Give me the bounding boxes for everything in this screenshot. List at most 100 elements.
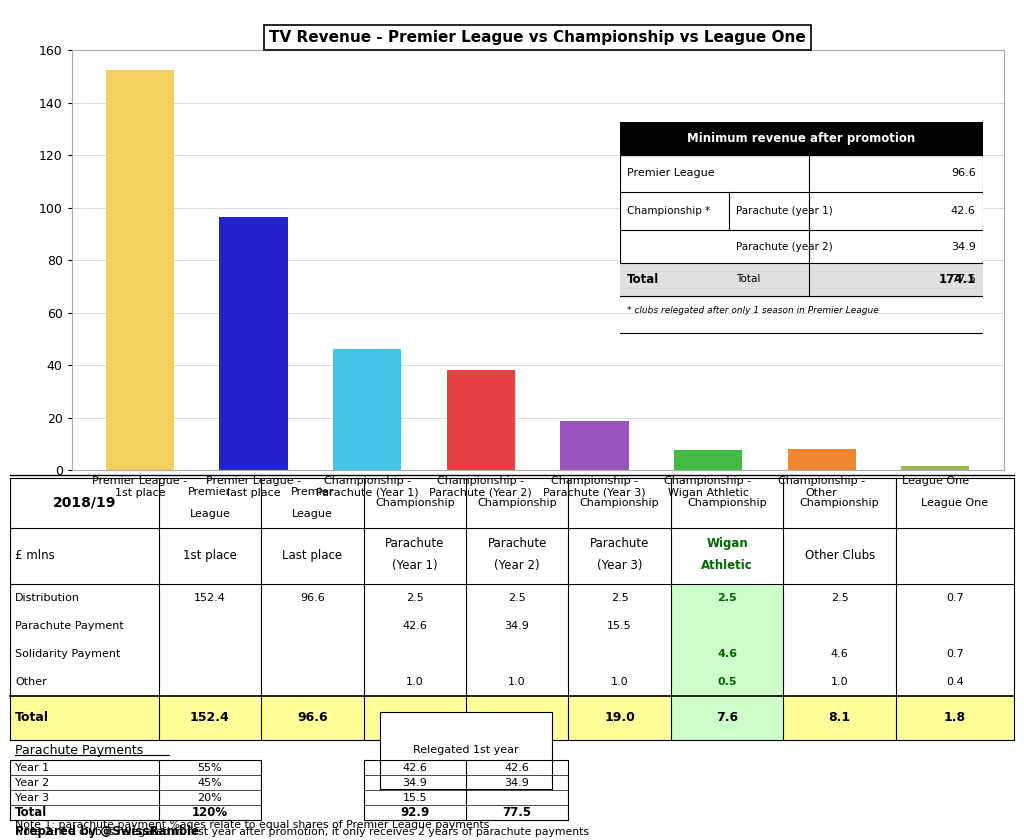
Text: Distribution: Distribution	[15, 593, 80, 603]
Text: 38.4: 38.4	[502, 711, 532, 724]
Text: 42.6: 42.6	[505, 763, 529, 773]
Text: 55%: 55%	[198, 763, 222, 773]
Text: Total: Total	[15, 711, 49, 724]
FancyBboxPatch shape	[620, 122, 983, 155]
Bar	[674, 450, 742, 470]
Text: League: League	[189, 509, 230, 519]
Text: Year 2: Year 2	[15, 778, 49, 788]
Text: Relegated 1st year: Relegated 1st year	[413, 745, 519, 755]
Text: 92.9: 92.9	[400, 806, 429, 819]
Text: Total: Total	[736, 275, 760, 284]
Text: 0.4: 0.4	[946, 677, 964, 687]
Text: Other: Other	[15, 677, 47, 687]
Text: 4.6: 4.6	[830, 648, 849, 659]
Text: £ mlns: £ mlns	[15, 549, 55, 563]
Text: Championship *: Championship *	[627, 207, 710, 216]
Text: 20%: 20%	[198, 793, 222, 802]
Text: Total: Total	[15, 806, 47, 819]
Text: 46.1: 46.1	[399, 711, 430, 724]
Text: 42.6: 42.6	[402, 621, 427, 631]
Text: 7.6: 7.6	[716, 711, 738, 724]
Text: (Year 1): (Year 1)	[392, 559, 437, 571]
Text: 152.4: 152.4	[190, 711, 229, 724]
Text: 1.0: 1.0	[610, 677, 629, 687]
Text: 2.5: 2.5	[717, 593, 737, 603]
Text: 34.9: 34.9	[505, 778, 529, 788]
Text: 2.5: 2.5	[610, 593, 629, 603]
Text: (Year 3): (Year 3)	[597, 559, 642, 571]
Text: 1.0: 1.0	[830, 677, 849, 687]
Text: Solidarity Payment: Solidarity Payment	[15, 648, 121, 659]
Text: 0.7: 0.7	[946, 593, 964, 603]
Text: * clubs relegated after only 1 season in Premier League: * clubs relegated after only 1 season in…	[627, 306, 879, 315]
Text: 1.0: 1.0	[508, 677, 526, 687]
Text: Last place: Last place	[283, 549, 342, 563]
Text: Parachute: Parachute	[385, 537, 444, 549]
Text: 19.0: 19.0	[604, 711, 635, 724]
Text: 45%: 45%	[198, 778, 222, 788]
Bar	[333, 349, 401, 470]
Text: 15.5: 15.5	[402, 793, 427, 802]
Text: 2.5: 2.5	[830, 593, 849, 603]
Text: 2018/19: 2018/19	[53, 496, 116, 510]
Bar	[219, 217, 288, 470]
Text: Parachute Payments: Parachute Payments	[15, 744, 143, 757]
Text: 0.7: 0.7	[946, 648, 964, 659]
FancyBboxPatch shape	[10, 696, 1014, 739]
Text: 15.5: 15.5	[607, 621, 632, 631]
Text: Other Clubs: Other Clubs	[805, 549, 874, 563]
Text: 174.1: 174.1	[939, 273, 976, 286]
Text: Athletic: Athletic	[701, 559, 753, 571]
Text: 8.1: 8.1	[828, 711, 851, 724]
Text: Wigan: Wigan	[707, 537, 748, 549]
Text: Premier: Premier	[188, 487, 231, 497]
Text: 34.9: 34.9	[951, 242, 976, 251]
Text: 4.6: 4.6	[717, 648, 737, 659]
Bar	[560, 421, 629, 470]
Bar	[787, 449, 856, 470]
Text: League: League	[292, 509, 333, 519]
Text: 42.6: 42.6	[402, 763, 427, 773]
Text: 34.9: 34.9	[505, 621, 529, 631]
Text: Year 3: Year 3	[15, 793, 49, 802]
Text: League One: League One	[922, 498, 988, 508]
Text: 42.6: 42.6	[951, 207, 976, 216]
Text: 34.9: 34.9	[402, 778, 427, 788]
Title: TV Revenue - Premier League vs Championship vs League One: TV Revenue - Premier League vs Champions…	[269, 30, 806, 45]
FancyBboxPatch shape	[671, 696, 783, 739]
Text: Premier League: Premier League	[627, 169, 715, 178]
Bar	[105, 71, 174, 470]
Text: Year 1: Year 1	[15, 763, 49, 773]
Bar	[901, 465, 970, 470]
Bar	[446, 370, 515, 470]
Text: 120%: 120%	[191, 806, 228, 819]
Text: Parachute: Parachute	[487, 537, 547, 549]
Text: 152.4: 152.4	[194, 593, 226, 603]
Text: 77.5: 77.5	[503, 806, 531, 819]
Text: Championship: Championship	[800, 498, 880, 508]
Text: Note 2: if a club is relegated in first year after promotion, it only receives 2: Note 2: if a club is relegated in first …	[15, 827, 590, 837]
Text: 96.6: 96.6	[297, 711, 328, 724]
Text: Note 1: parachute payment %ages relate to equal shares of Premier League payment: Note 1: parachute payment %ages relate t…	[15, 821, 489, 831]
FancyBboxPatch shape	[620, 155, 983, 296]
FancyBboxPatch shape	[671, 585, 783, 696]
Text: 96.6: 96.6	[300, 593, 325, 603]
Text: Total: Total	[627, 273, 659, 286]
Text: Championship: Championship	[375, 498, 455, 508]
Text: Prepared by @SwissRamble: Prepared by @SwissRamble	[15, 825, 200, 838]
Text: Parachute: Parachute	[590, 537, 649, 549]
Text: 2.5: 2.5	[406, 593, 424, 603]
Text: 1st place: 1st place	[183, 549, 237, 563]
Text: 96.6: 96.6	[951, 169, 976, 178]
Text: 77.5: 77.5	[951, 275, 976, 284]
Text: Championship: Championship	[687, 498, 767, 508]
Text: 1.0: 1.0	[406, 677, 424, 687]
Text: Parachute Payment: Parachute Payment	[15, 621, 124, 631]
Text: Minimum revenue after promotion: Minimum revenue after promotion	[687, 132, 915, 144]
Text: Championship: Championship	[580, 498, 659, 508]
Text: 0.5: 0.5	[717, 677, 737, 687]
Text: Parachute (year 1): Parachute (year 1)	[736, 207, 833, 216]
Text: 1.8: 1.8	[944, 711, 966, 724]
Text: 2.5: 2.5	[508, 593, 526, 603]
Text: Championship: Championship	[477, 498, 557, 508]
